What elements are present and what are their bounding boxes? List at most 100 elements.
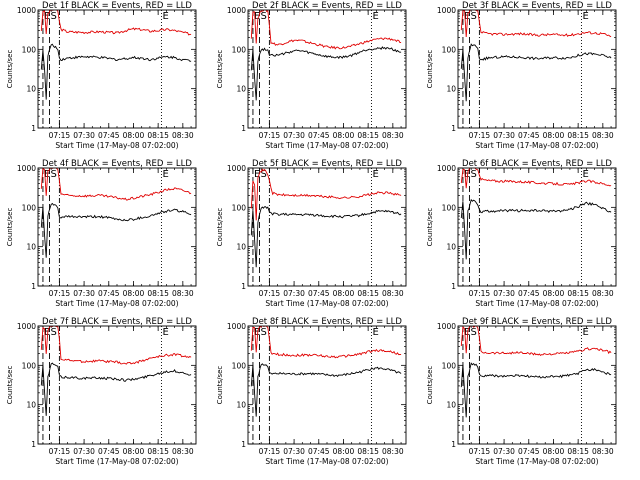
lld-series-line (40, 168, 192, 201)
plot-frame (247, 9, 407, 129)
event-marker-label: S (261, 327, 267, 338)
x-tick-label: 07:30 (283, 447, 305, 456)
x-axis-label: Start Time (17-May-08 07:02:00) (475, 299, 598, 308)
event-marker-label: E (162, 11, 168, 22)
plot-frame (37, 167, 197, 287)
event-marker-label: E (372, 11, 378, 22)
y-tick-label: 100 (22, 361, 37, 370)
y-tick-label: 1 (241, 124, 246, 133)
y-axis-label: Counts/sec (6, 50, 14, 89)
events-series-line (40, 362, 192, 416)
event-marker-label: S (471, 327, 477, 338)
x-tick-label: 07:15 (49, 131, 71, 140)
x-tick-label: 08:30 (592, 131, 614, 140)
y-tick-label: 10 (236, 243, 246, 252)
x-tick-label: 07:45 (518, 447, 540, 456)
x-tick-label: 07:30 (493, 289, 515, 298)
x-tick-label: 07:45 (308, 131, 330, 140)
x-tick-label: 08:30 (382, 289, 404, 298)
x-tick-label: 07:30 (283, 289, 305, 298)
chart-panel: Det 9f BLACK = Events, RED = LLD Counts/s… (426, 317, 617, 466)
x-tick-label: 07:15 (259, 131, 281, 140)
event-marker-label: E (162, 169, 168, 180)
y-tick-label: 1000 (17, 164, 36, 173)
lld-series-line (250, 326, 402, 359)
y-tick-label: 1 (31, 282, 36, 291)
event-marker-label: S (51, 327, 57, 338)
plot-frame (457, 325, 617, 445)
x-tick-label: 07:15 (259, 289, 281, 298)
chart-title: Det 1f BLACK = Events, RED = LLD (42, 1, 192, 11)
event-marker-label: S (51, 169, 57, 180)
event-marker-label: E (254, 11, 260, 22)
chart-title: Det 4f BLACK = Events, RED = LLD (42, 159, 192, 169)
chart-title: Det 3f BLACK = Events, RED = LLD (462, 1, 612, 11)
x-axis-label: Start Time (17-May-08 07:02:00) (55, 457, 178, 466)
x-tick-label: 08:00 (333, 131, 355, 140)
y-tick-label: 1000 (227, 164, 246, 173)
event-marker-label: S (471, 169, 477, 180)
event-marker-label: E (582, 169, 588, 180)
lld-series-line (250, 168, 402, 221)
lld-series-line (460, 168, 612, 189)
event-marker-label: S (51, 11, 57, 22)
y-tick-label: 100 (22, 45, 37, 54)
lld-series-line (40, 326, 192, 365)
event-marker-label: S (261, 169, 267, 180)
event-marker-label: E (464, 11, 470, 22)
y-axis-label: Counts/sec (426, 366, 434, 405)
x-tick-label: 07:45 (98, 447, 120, 456)
events-series-line (250, 206, 402, 268)
x-tick-label: 08:15 (147, 447, 169, 456)
x-tick-label: 08:15 (357, 131, 379, 140)
events-series-line (40, 202, 192, 258)
chart-panel: Det 6f BLACK = Events, RED = LLD Counts/s… (426, 159, 617, 308)
x-tick-label: 07:15 (49, 447, 71, 456)
x-axis-label: Start Time (17-May-08 07:02:00) (265, 299, 388, 308)
x-tick-label: 08:30 (382, 447, 404, 456)
x-tick-label: 08:30 (172, 289, 194, 298)
y-tick-label: 100 (442, 45, 457, 54)
y-axis-label: Counts/sec (216, 50, 224, 89)
y-tick-label: 100 (442, 361, 457, 370)
x-tick-label: 07:15 (469, 447, 491, 456)
y-tick-label: 1000 (227, 6, 246, 15)
chart-panel: Det 3f BLACK = Events, RED = LLD Counts/s… (426, 1, 617, 150)
y-tick-label: 1000 (437, 6, 456, 15)
y-tick-label: 1000 (437, 322, 456, 331)
x-tick-label: 07:45 (308, 447, 330, 456)
lld-series-line (460, 326, 612, 357)
x-tick-label: 07:45 (308, 289, 330, 298)
events-series-line (40, 43, 192, 100)
event-marker-label: E (254, 327, 260, 338)
events-series-line (250, 46, 402, 101)
x-tick-label: 07:30 (493, 131, 515, 140)
y-tick-label: 1 (31, 124, 36, 133)
x-tick-label: 08:15 (567, 131, 589, 140)
y-axis-label: Counts/sec (216, 208, 224, 247)
plot-frame (457, 9, 617, 129)
lld-series-line (460, 10, 612, 38)
y-tick-label: 10 (446, 401, 456, 410)
y-tick-label: 1000 (227, 322, 246, 331)
x-tick-label: 07:45 (98, 289, 120, 298)
y-tick-label: 1 (451, 124, 456, 133)
event-marker-label: S (471, 11, 477, 22)
x-tick-label: 08:15 (147, 289, 169, 298)
x-tick-label: 08:00 (123, 447, 145, 456)
y-tick-label: 1 (451, 440, 456, 449)
x-tick-label: 08:15 (357, 289, 379, 298)
lld-series-line (250, 10, 402, 50)
x-tick-label: 07:45 (518, 289, 540, 298)
y-tick-label: 100 (232, 361, 247, 370)
event-marker-label: E (44, 11, 50, 22)
x-tick-label: 08:15 (567, 447, 589, 456)
y-tick-label: 1 (241, 282, 246, 291)
plot-frame (247, 167, 407, 287)
y-tick-label: 100 (22, 203, 37, 212)
x-tick-label: 08:00 (543, 447, 565, 456)
chart-panel: Det 7f BLACK = Events, RED = LLD Counts/s… (6, 317, 197, 466)
y-tick-label: 10 (26, 401, 36, 410)
plot-frame (37, 9, 197, 129)
